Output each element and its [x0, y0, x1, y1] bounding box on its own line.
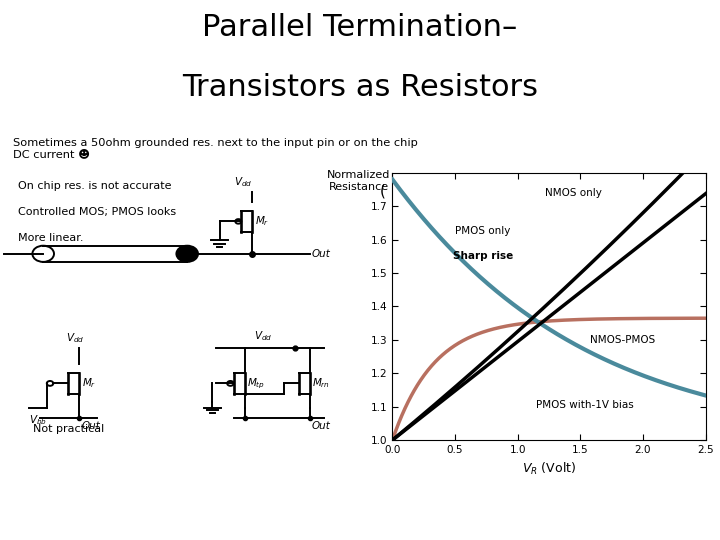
Text: More linear.: More linear.: [18, 233, 84, 243]
Text: Transistors as Resistors: Transistors as Resistors: [182, 73, 538, 102]
Text: $V_{dd}$: $V_{dd}$: [66, 330, 85, 345]
Text: NMOS-PMOS: NMOS-PMOS: [590, 335, 656, 345]
Text: On chip res. is not accurate: On chip res. is not accurate: [18, 181, 171, 191]
X-axis label: $V_R$ (Volt): $V_R$ (Volt): [522, 461, 576, 477]
Text: $V_{dd}$: $V_{dd}$: [234, 175, 253, 189]
Text: Parallel Termination–: Parallel Termination–: [202, 14, 518, 43]
Text: $M_r$: $M_r$: [255, 214, 269, 228]
Text: PMOS only: PMOS only: [455, 226, 510, 237]
Text: Out: Out: [312, 421, 330, 431]
Text: Controlled MOS; PMOS looks: Controlled MOS; PMOS looks: [18, 207, 176, 217]
Text: Normalized
Resistance: Normalized Resistance: [327, 170, 390, 192]
Text: $M_{rn}$: $M_{rn}$: [312, 376, 330, 390]
Text: Sometimes a 50ohm grounded res. next to the input pin or on the chip
DC current : Sometimes a 50ohm grounded res. next to …: [13, 138, 418, 159]
Text: PMOS with-1V bias: PMOS with-1V bias: [536, 400, 634, 410]
Text: $M_{tp}$: $M_{tp}$: [247, 376, 265, 390]
Ellipse shape: [176, 246, 198, 262]
Text: $V_{bb}$: $V_{bb}$: [30, 413, 47, 427]
Text: NMOS only: NMOS only: [545, 188, 602, 198]
Text: (: (: [379, 184, 385, 199]
Text: Sharp rise: Sharp rise: [453, 251, 513, 261]
Text: Out: Out: [81, 421, 100, 431]
Text: $M_r$: $M_r$: [82, 376, 96, 390]
Text: Out: Out: [312, 249, 330, 259]
Text: $V_{dd}$: $V_{dd}$: [253, 329, 272, 343]
Text: Not practical: Not practical: [33, 424, 104, 434]
